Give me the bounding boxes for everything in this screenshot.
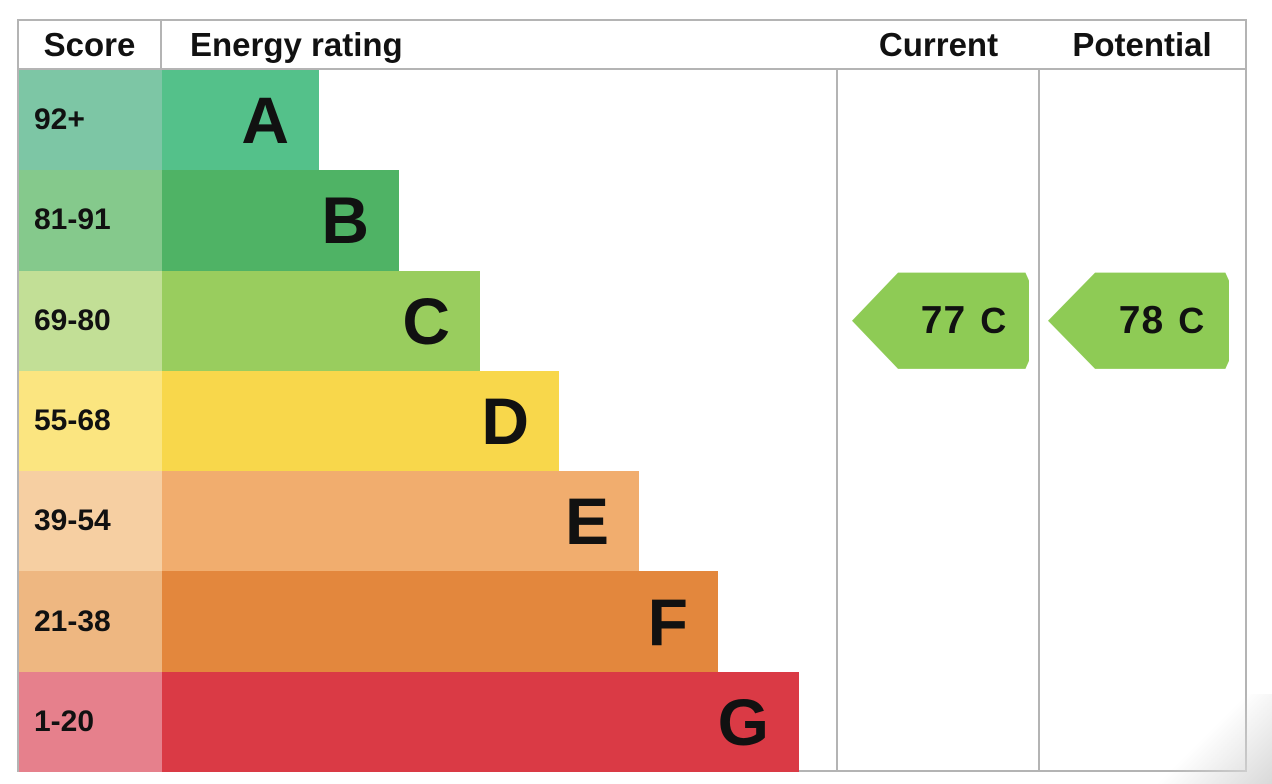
potential-rating-letter: C	[1178, 299, 1205, 341]
band-bar-e: E	[162, 471, 639, 572]
current-rating-letter: C	[980, 299, 1007, 341]
header-energy-rating: Energy rating	[190, 25, 403, 63]
band-bar-d: D	[162, 370, 559, 472]
band-bar-c: C	[162, 270, 480, 371]
potential-rating-value: 78	[1118, 298, 1165, 342]
header-score: Score	[19, 21, 162, 68]
header-potential: Potential	[1072, 25, 1212, 63]
column-divider-potential	[1038, 21, 1040, 770]
band-bar-g: G	[162, 671, 799, 772]
table-header-row: Score Energy rating Current Potential	[19, 21, 1245, 70]
score-range-f: 21-38	[19, 571, 162, 672]
band-bar-a: A	[162, 70, 319, 171]
score-range-c: 69-80	[19, 270, 162, 371]
epc-table: Score Energy rating Current Potential 92…	[17, 19, 1247, 772]
band-row-e: 39-54 E	[19, 471, 1245, 572]
band-row-c: 69-80 C	[19, 270, 1245, 371]
band-row-g: 1-20 G	[19, 671, 1245, 772]
band-bar-f: F	[162, 571, 718, 672]
current-rating-value: 77	[920, 298, 967, 342]
score-range-e: 39-54	[19, 471, 162, 572]
rating-bands: 92+ A 81-91 B 69-80 C 55-68 D 39-54 E 21…	[19, 70, 1245, 772]
band-bar-b: B	[162, 170, 399, 271]
band-row-b: 81-91 B	[19, 170, 1245, 271]
score-range-b: 81-91	[19, 170, 162, 271]
score-range-g: 1-20	[19, 671, 162, 772]
band-row-f: 21-38 F	[19, 571, 1245, 672]
band-row-d: 55-68 D	[19, 370, 1245, 472]
score-range-a: 92+	[19, 70, 162, 171]
band-row-a: 92+ A	[19, 70, 1245, 171]
score-range-d: 55-68	[19, 370, 162, 472]
header-current: Current	[878, 25, 999, 63]
column-divider-current	[836, 21, 838, 770]
